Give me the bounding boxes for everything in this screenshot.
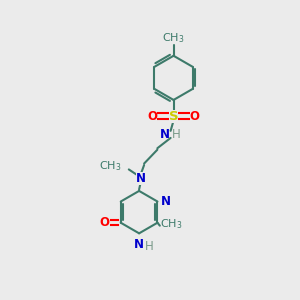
Text: CH$_3$: CH$_3$ <box>99 160 122 173</box>
Text: O: O <box>190 110 200 123</box>
Text: N: N <box>134 238 144 251</box>
Text: H: H <box>144 240 153 253</box>
Text: CH$_3$: CH$_3$ <box>160 217 183 231</box>
Text: CH$_3$: CH$_3$ <box>162 32 185 46</box>
Text: H: H <box>172 128 181 141</box>
Text: N: N <box>159 128 170 141</box>
Text: S: S <box>169 110 178 123</box>
Text: O: O <box>147 110 158 123</box>
Text: N: N <box>160 195 170 208</box>
Text: N: N <box>136 172 146 185</box>
Text: O: O <box>100 216 110 229</box>
